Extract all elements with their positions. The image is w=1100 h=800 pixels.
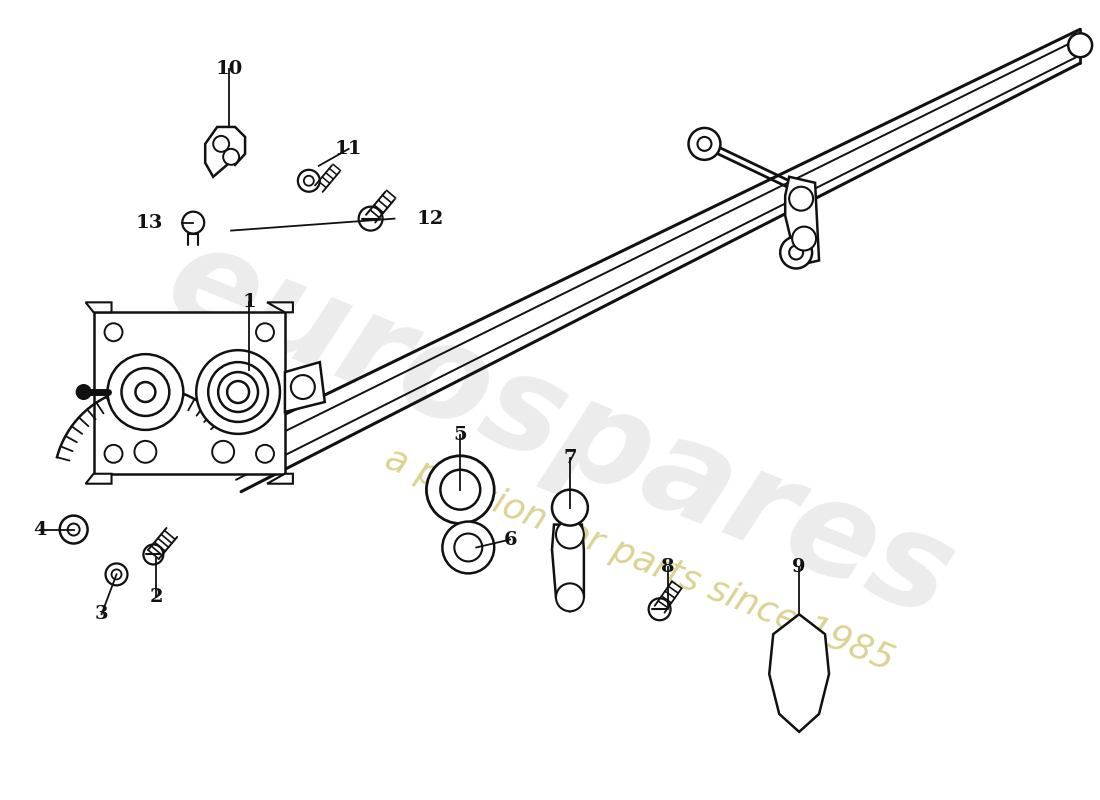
Text: 11: 11 — [336, 140, 363, 158]
Circle shape — [552, 490, 587, 526]
Polygon shape — [267, 302, 293, 312]
Polygon shape — [769, 614, 829, 732]
Circle shape — [442, 522, 494, 574]
Text: 9: 9 — [792, 558, 806, 577]
Circle shape — [789, 246, 803, 259]
Circle shape — [227, 381, 249, 403]
Circle shape — [59, 515, 88, 543]
Circle shape — [556, 583, 584, 611]
Circle shape — [440, 470, 481, 510]
Circle shape — [359, 206, 383, 230]
Circle shape — [689, 128, 720, 160]
Text: 10: 10 — [216, 60, 243, 78]
Polygon shape — [86, 302, 111, 312]
FancyBboxPatch shape — [94, 312, 285, 474]
Circle shape — [104, 323, 122, 342]
Circle shape — [1068, 34, 1092, 57]
Text: a passion for parts since 1985: a passion for parts since 1985 — [381, 442, 899, 678]
Circle shape — [256, 445, 274, 462]
Polygon shape — [785, 177, 820, 266]
Circle shape — [256, 323, 274, 342]
Circle shape — [108, 354, 184, 430]
Circle shape — [208, 362, 268, 422]
Circle shape — [104, 445, 122, 462]
Circle shape — [780, 237, 812, 269]
Circle shape — [792, 226, 816, 250]
Circle shape — [106, 563, 128, 586]
Circle shape — [290, 375, 315, 399]
Text: 1: 1 — [242, 294, 256, 311]
Circle shape — [304, 176, 313, 186]
Circle shape — [134, 441, 156, 462]
Polygon shape — [206, 127, 245, 177]
Circle shape — [143, 545, 163, 565]
Text: eurospares: eurospares — [150, 214, 970, 645]
Circle shape — [111, 570, 121, 579]
Text: 2: 2 — [150, 588, 163, 606]
Circle shape — [218, 372, 258, 412]
Text: 4: 4 — [33, 521, 46, 538]
Circle shape — [298, 170, 320, 192]
Polygon shape — [267, 474, 293, 484]
Text: 3: 3 — [95, 606, 109, 623]
Circle shape — [77, 385, 90, 399]
Polygon shape — [552, 525, 584, 611]
Polygon shape — [285, 362, 324, 412]
Polygon shape — [86, 474, 111, 484]
Circle shape — [135, 382, 155, 402]
Circle shape — [213, 136, 229, 152]
Text: 7: 7 — [563, 449, 576, 466]
Circle shape — [454, 534, 482, 562]
Circle shape — [68, 523, 79, 535]
Circle shape — [223, 149, 239, 165]
Text: 6: 6 — [504, 530, 517, 549]
Circle shape — [183, 212, 205, 234]
Text: 5: 5 — [453, 426, 468, 444]
Circle shape — [212, 441, 234, 462]
Text: 13: 13 — [135, 214, 163, 232]
Circle shape — [556, 521, 584, 549]
Circle shape — [427, 456, 494, 523]
Circle shape — [789, 186, 813, 210]
Text: 12: 12 — [417, 210, 444, 228]
Circle shape — [697, 137, 712, 151]
Text: 8: 8 — [661, 558, 674, 577]
Circle shape — [121, 368, 169, 416]
Circle shape — [649, 598, 671, 620]
Circle shape — [196, 350, 279, 434]
